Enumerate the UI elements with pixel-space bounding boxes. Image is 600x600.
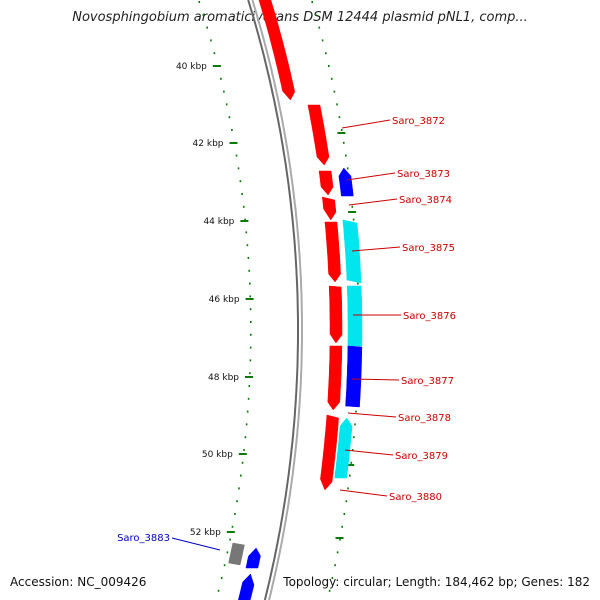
plasmid-backbone [247, 0, 303, 600]
gene-feature [245, 547, 261, 569]
gene-callout: Saro_3874 [348, 195, 452, 206]
gene-callout: Saro_3879 [344, 449, 448, 462]
gene-feature [327, 345, 343, 411]
gene-callout: Saro_3873 [346, 169, 450, 181]
map-title: Novosphingobium aromaticivorans DSM 1244… [72, 10, 528, 25]
scale-tick-ring-inner [198, 1, 254, 592]
callout-line [351, 246, 401, 252]
gene-feature [338, 167, 354, 197]
scale-labels: 40 kbp 42 kbp 44 kbp 46 kbp 48 kbp 50 kbp 52 k… [176, 62, 240, 538]
gene-feature [345, 345, 363, 408]
gene-callout: Saro_3875 [351, 243, 455, 254]
gene-callout: Saro_3878 [347, 412, 451, 424]
gene-label: Saro_3879 [395, 451, 448, 462]
gene-callout: Saro_3883 [117, 533, 221, 551]
backbone-line [247, 0, 299, 600]
callout-line [347, 412, 397, 418]
gene-callout: Saro_3876 [353, 311, 456, 322]
gene-label: Saro_3873 [397, 169, 450, 180]
scale-label: 50 kbp [202, 450, 233, 460]
scale-label: 48 kbp [208, 373, 239, 383]
scale-label: 46 kbp [209, 295, 240, 305]
gene-feature [318, 170, 334, 196]
callout-line [339, 489, 388, 497]
gene-label: Saro_3875 [402, 243, 455, 254]
gene-feature [346, 285, 363, 347]
gene-label: Saro_3876 [403, 311, 456, 322]
scale-label: 40 kbp [176, 62, 207, 72]
gene-callout: Saro_3880 [339, 489, 442, 503]
gene-feature [322, 196, 337, 221]
gene-feature [307, 104, 330, 166]
gene-label: Saro_3880 [389, 492, 442, 503]
callout-line [341, 119, 391, 129]
gene-feature [228, 542, 245, 566]
gene-feature [258, 0, 295, 101]
accession-label: Accession: NC_009426 [10, 575, 147, 589]
scale-label: 52 kbp [190, 528, 221, 538]
backbone-line [251, 0, 303, 600]
gene-feature [328, 285, 343, 344]
gene-label: Saro_3872 [392, 116, 445, 127]
summary-label: Topology: circular; Length: 184,462 bp; … [283, 575, 590, 589]
callout-line [351, 378, 400, 381]
scale-label: 44 kbp [203, 217, 234, 227]
gene-callouts: Saro_3872 Saro_3873 Saro_3874 Saro_3875 Saro… [117, 116, 456, 551]
gene-feature [342, 219, 362, 284]
scale-label: 42 kbp [193, 139, 224, 149]
gene-feature [320, 414, 339, 491]
gene-callout: Saro_3872 [341, 116, 445, 129]
gene-feature [334, 417, 353, 479]
gene-label: Saro_3874 [399, 195, 452, 206]
gene-feature [324, 221, 341, 283]
gene-feature [238, 573, 255, 600]
gene-features [228, 0, 363, 600]
gene-callout: Saro_3877 [351, 376, 454, 387]
callout-line [344, 449, 394, 456]
callout-line [171, 537, 221, 551]
callout-line [346, 172, 396, 181]
gene-label: Saro_3878 [398, 413, 451, 424]
gene-label: Saro_3883 [117, 533, 170, 544]
gene-label: Saro_3877 [401, 376, 454, 387]
callout-line [348, 198, 398, 206]
